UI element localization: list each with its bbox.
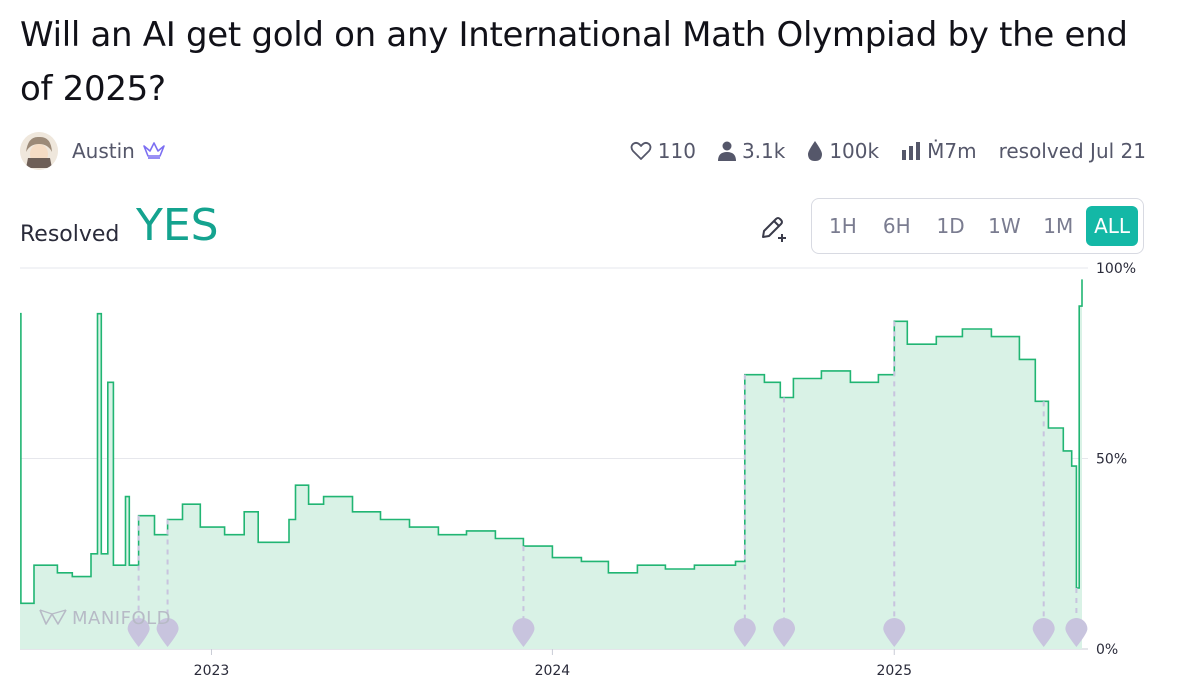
edit-icon[interactable]: [758, 214, 788, 244]
avatar[interactable]: [20, 132, 58, 170]
author-name[interactable]: Austin: [72, 139, 135, 163]
resolution-row: Resolved YES 1H 6H 1D 1W 1M ALL: [20, 198, 1146, 262]
watermark-text: MANIFOLD: [72, 608, 172, 629]
x-tick-label: 2023: [194, 663, 230, 679]
y-tick-label: 50%: [1096, 452, 1127, 468]
event-marker[interactable]: [883, 321, 906, 647]
manifold-logo-icon: [39, 609, 67, 625]
y-tick-label: 0%: [1096, 642, 1118, 658]
event-marker[interactable]: [1032, 401, 1055, 647]
x-tick-label: 2024: [535, 663, 571, 679]
manifold-watermark: MANIFOLD: [38, 606, 171, 629]
market-meta-row: Austin 110 3.1k 100k: [20, 130, 1146, 174]
volume-amount: Ṁ7m: [927, 139, 977, 163]
traders-stat: 3.1k: [717, 139, 786, 163]
range-1w[interactable]: 1W: [988, 214, 1021, 238]
event-marker[interactable]: [156, 519, 179, 647]
event-marker[interactable]: [733, 374, 756, 647]
chart-area: [20, 279, 1083, 649]
range-1m[interactable]: 1M: [1043, 214, 1074, 238]
crown-icon: [142, 140, 166, 162]
time-range-selector: 1H 6H 1D 1W 1M ALL: [811, 198, 1144, 254]
range-1d[interactable]: 1D: [936, 214, 965, 238]
resolved-label: Resolved: [20, 222, 120, 247]
x-tick-label: 2025: [876, 663, 912, 679]
liquidity-amount: 100k: [829, 139, 880, 163]
droplet-icon: [808, 141, 823, 161]
likes-count: 110: [657, 139, 696, 163]
chart-axes: 0% 50% 100% 2023 2024 2025: [194, 261, 1136, 679]
resolved-date-text: resolved Jul 21: [998, 139, 1146, 163]
question-title: Will an AI get gold on any International…: [20, 15, 1128, 109]
event-marker[interactable]: [1065, 588, 1088, 647]
event-marker[interactable]: [512, 546, 535, 647]
chart-event-markers: [127, 321, 1088, 647]
market-stats: 110 3.1k 100k Ṁ7m resolved Jul 21: [608, 139, 1146, 163]
traders-count: 3.1k: [741, 139, 786, 163]
heart-icon: [630, 141, 652, 160]
volume-stat: Ṁ7m: [901, 139, 977, 163]
y-tick-label: 100%: [1096, 261, 1136, 277]
range-1h[interactable]: 1H: [829, 214, 857, 238]
liquidity-stat: 100k: [807, 139, 879, 163]
resolved-value: YES: [136, 200, 219, 251]
probability-chart: 0% 50% 100% 2023 2024 2025: [20, 261, 1136, 679]
user-icon: [717, 141, 736, 161]
bar-chart-icon: [902, 142, 921, 160]
likes-stat[interactable]: 110: [630, 139, 696, 163]
probability-area: [20, 279, 1082, 649]
range-all[interactable]: ALL: [1086, 206, 1138, 246]
range-6h[interactable]: 6H: [882, 214, 911, 238]
event-marker[interactable]: [127, 515, 150, 647]
event-marker[interactable]: [773, 397, 796, 647]
resolved-date: resolved Jul 21: [999, 139, 1146, 163]
probability-line: [20, 279, 1083, 605]
